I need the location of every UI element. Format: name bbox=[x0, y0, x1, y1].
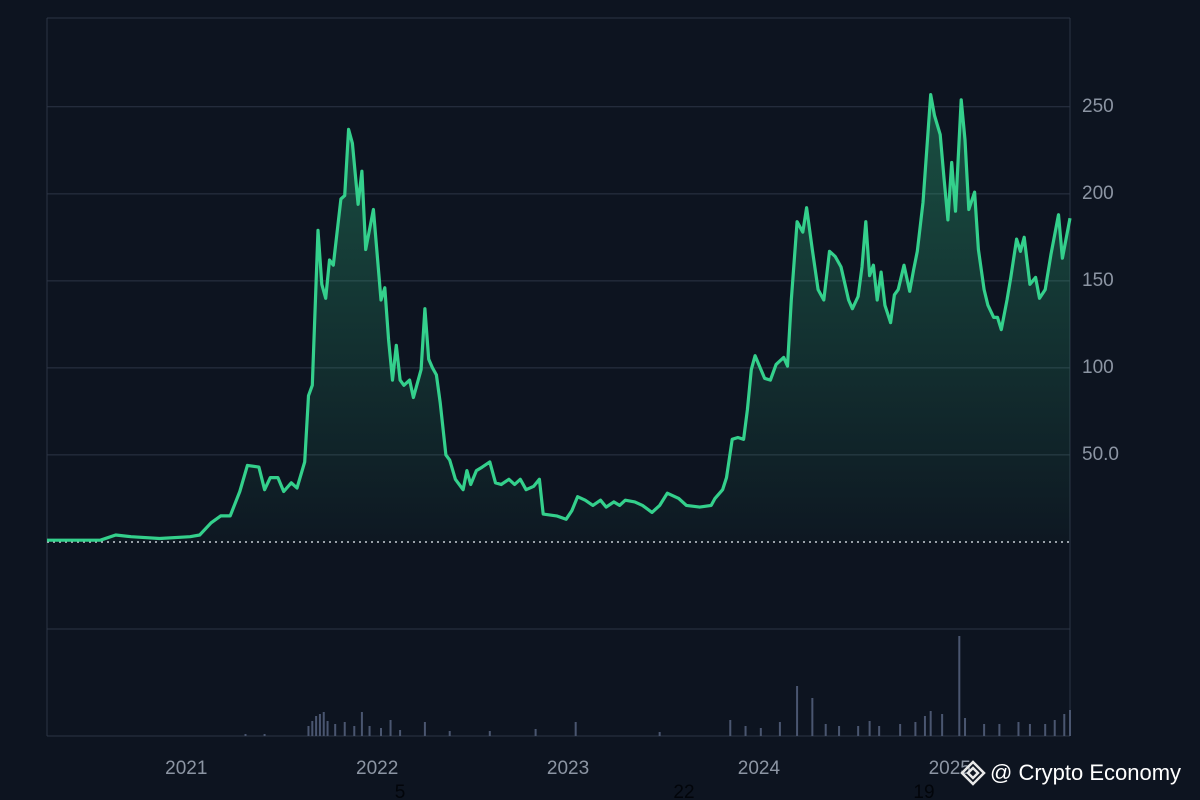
stray-label: 22 bbox=[673, 782, 694, 800]
watermark: @ Crypto Economy bbox=[960, 760, 1181, 786]
volume-bar bbox=[307, 726, 310, 736]
y-tick-label: 100 bbox=[1082, 357, 1114, 378]
volume-bar bbox=[796, 686, 799, 736]
volume-bar bbox=[964, 718, 967, 736]
volume-bar bbox=[353, 726, 356, 736]
volume-bar bbox=[983, 724, 986, 736]
volume-bar bbox=[759, 728, 762, 736]
volume-bar bbox=[1044, 724, 1047, 736]
stray-label: 5 bbox=[395, 782, 406, 800]
price-area bbox=[47, 94, 1070, 542]
volume-bar bbox=[534, 729, 537, 736]
volume-bar bbox=[899, 724, 902, 736]
volume-bar bbox=[574, 722, 577, 736]
volume-bar bbox=[857, 726, 860, 736]
volume-bar bbox=[389, 720, 392, 736]
y-tick-label: 200 bbox=[1082, 183, 1114, 204]
volume-bar bbox=[929, 711, 932, 736]
volume-bar bbox=[923, 716, 926, 736]
x-tick-label: 2022 bbox=[356, 758, 398, 779]
volume-bar bbox=[399, 730, 402, 736]
volume-bar bbox=[824, 724, 827, 736]
volume-bar bbox=[1053, 720, 1056, 736]
volume-bar bbox=[1063, 714, 1066, 736]
price-line bbox=[47, 93, 1072, 542]
volume-bar bbox=[318, 714, 321, 736]
volume-bar bbox=[1028, 724, 1031, 736]
y-tick-label: 250 bbox=[1082, 96, 1114, 117]
volume-bar bbox=[244, 734, 247, 736]
volume-bar bbox=[998, 724, 1001, 736]
x-tick-label: 2021 bbox=[165, 758, 207, 779]
y-tick-label: 150 bbox=[1082, 270, 1114, 291]
x-tick-label: 2025 bbox=[929, 758, 971, 779]
volume-bar bbox=[811, 698, 814, 736]
volume-bar bbox=[423, 722, 426, 736]
volume-bar bbox=[448, 731, 451, 736]
x-tick-label: 2023 bbox=[547, 758, 589, 779]
volume-bar bbox=[326, 721, 329, 736]
volume-bar bbox=[488, 731, 491, 736]
volume-bar bbox=[311, 721, 314, 736]
volume-bar bbox=[1017, 722, 1020, 736]
volume-bar bbox=[914, 722, 917, 736]
volume-bar bbox=[658, 732, 661, 736]
volume-bar bbox=[322, 712, 325, 736]
volume-bar bbox=[729, 720, 732, 736]
volume-bar bbox=[368, 726, 371, 736]
volume-bar bbox=[878, 726, 881, 736]
volume-bar bbox=[334, 724, 337, 736]
y-tick-label: 50.0 bbox=[1082, 444, 1119, 465]
volume-bar bbox=[360, 712, 363, 736]
volume-bar bbox=[941, 714, 944, 736]
volume-bar bbox=[343, 722, 346, 736]
watermark-icon bbox=[960, 760, 986, 786]
volume-bar bbox=[958, 636, 961, 736]
volume-bar bbox=[744, 726, 747, 736]
volume-bar bbox=[838, 726, 841, 736]
x-tick-label: 2024 bbox=[738, 758, 781, 779]
volume-bar bbox=[1069, 710, 1071, 736]
stray-label: 19 bbox=[913, 782, 934, 800]
volume-bar bbox=[263, 734, 266, 736]
volume-bar bbox=[380, 728, 383, 736]
volume-bar bbox=[315, 716, 318, 736]
volume-bar bbox=[868, 721, 871, 736]
volume-bar bbox=[778, 722, 781, 736]
watermark-text: @ Crypto Economy bbox=[990, 760, 1181, 785]
